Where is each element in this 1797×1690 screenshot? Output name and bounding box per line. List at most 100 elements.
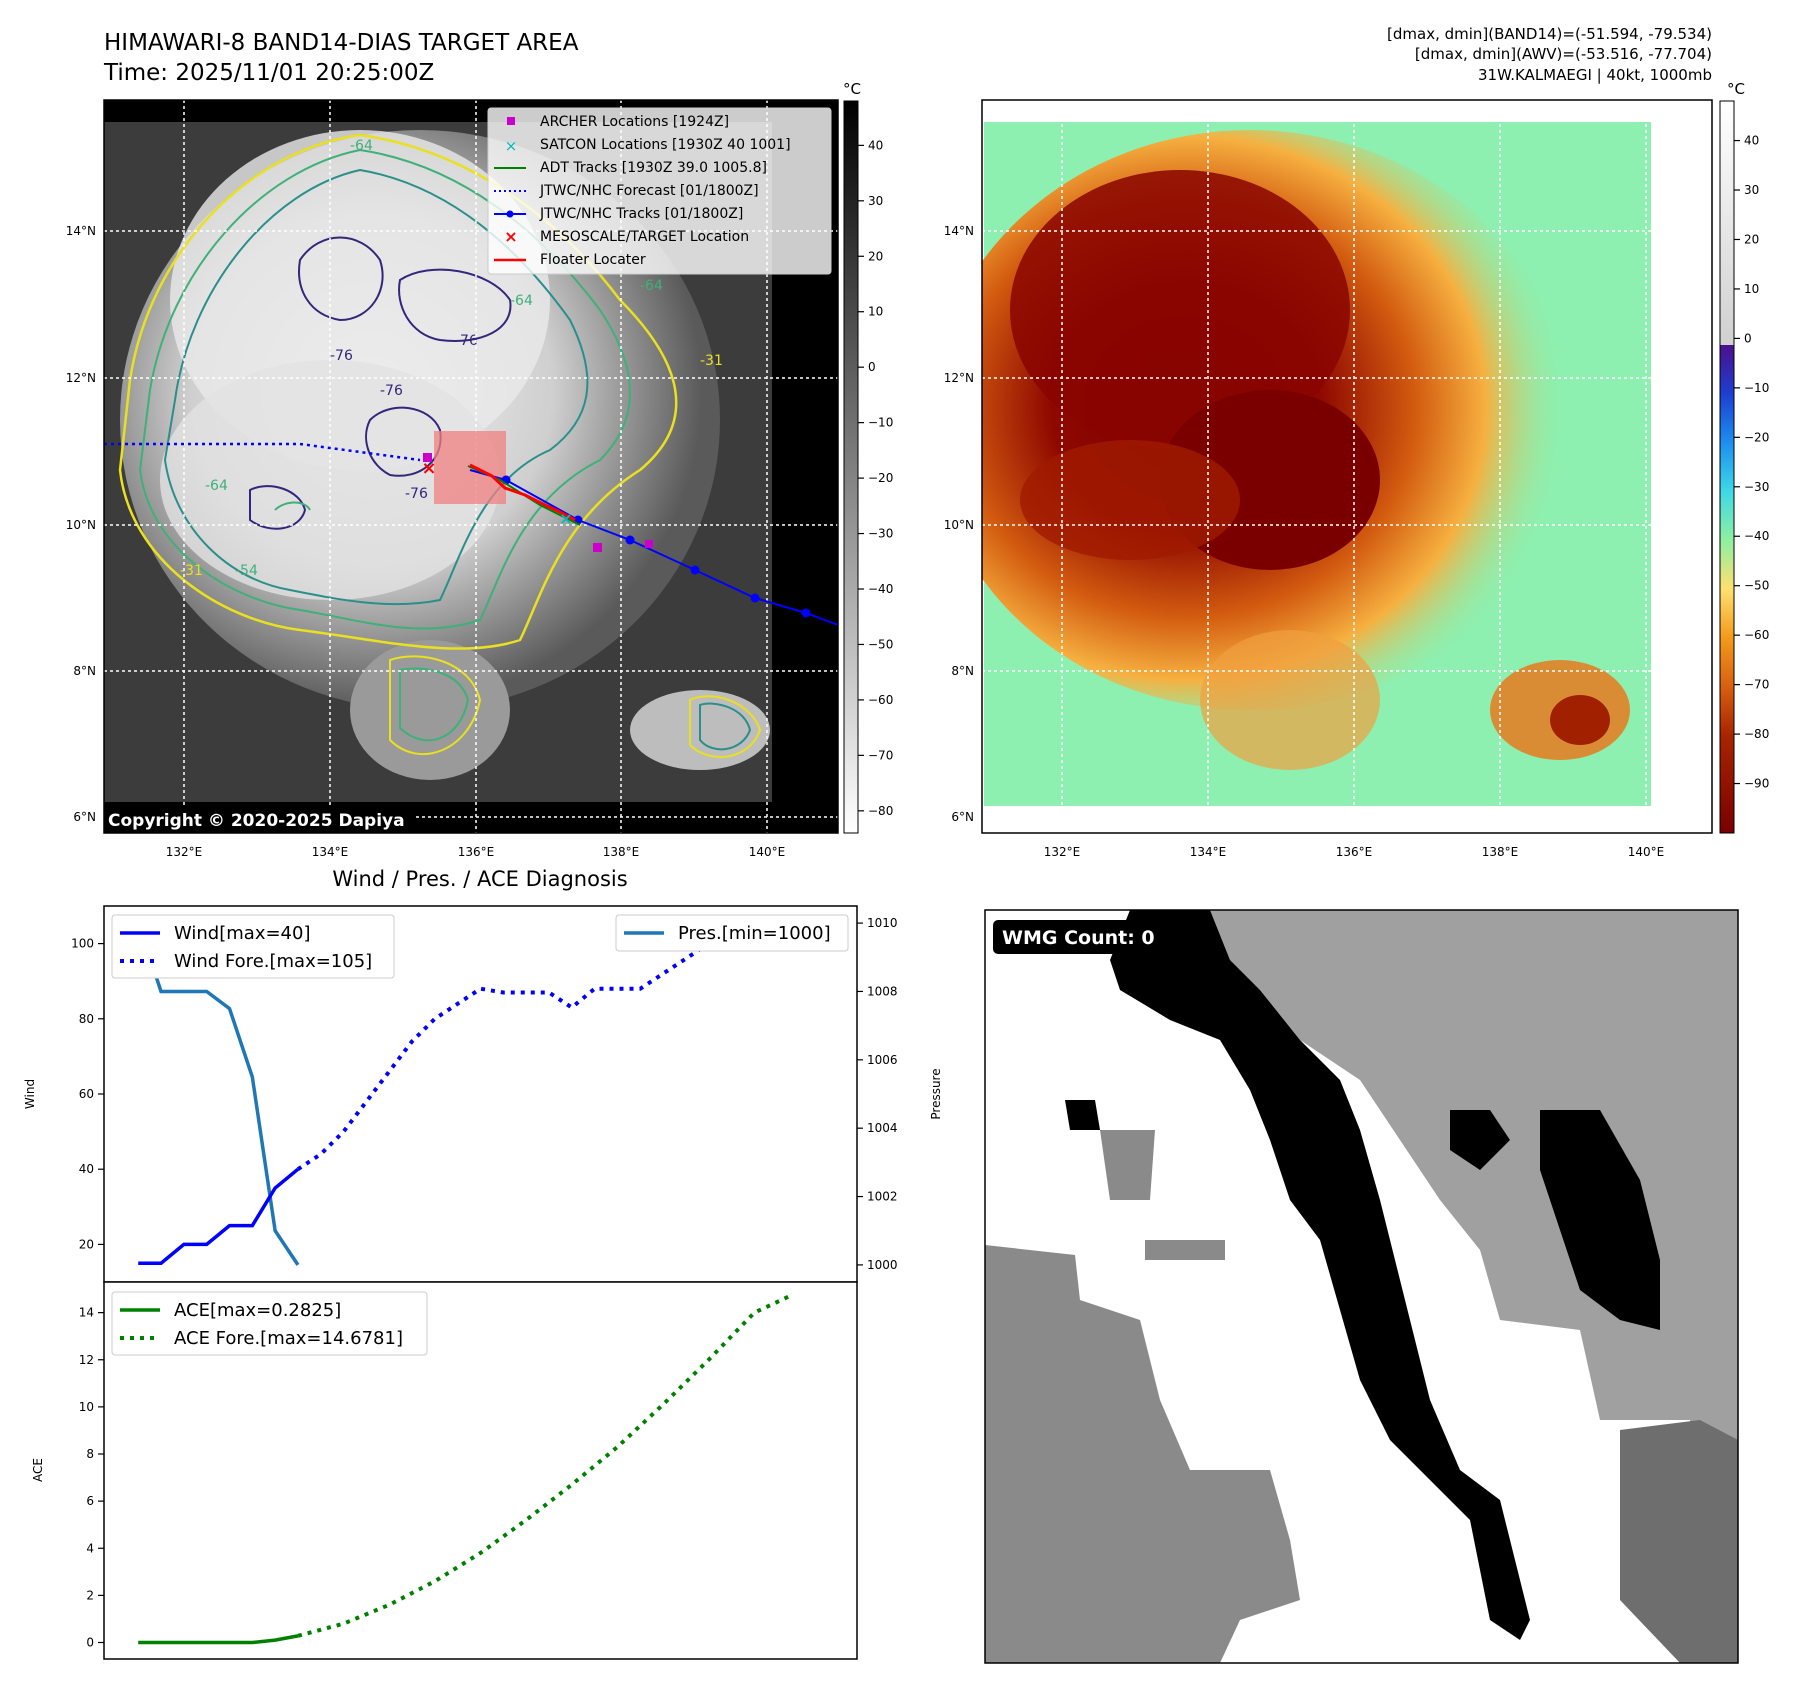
gray-colorbar-tick-label: 20 [868, 249, 883, 263]
lon-label: 134°E [312, 845, 349, 859]
lat-label: 6°N [73, 810, 96, 824]
lat-label: 14°N [66, 224, 96, 238]
ir-map-panel: -76 -64 -76 -31 -76 -64 -64 -31 -54 -64 … [66, 80, 894, 859]
ace-tick-label: 8 [86, 1447, 94, 1461]
legend-ace-fore-label: ACE Fore.[max=14.6781] [174, 1328, 403, 1349]
pressure-legend-box [615, 914, 849, 952]
legend-wind-label: Wind[max=40] [174, 923, 311, 944]
contour-label: -64 [350, 138, 373, 154]
pressure-y-ticks: 1010 1008 1006 1004 1002 1000 [857, 916, 898, 1272]
contour-label: -76 [380, 383, 403, 399]
contour-label: -76 [455, 333, 478, 349]
gray-colorbar-tick-label: 40 [868, 138, 883, 152]
ace-tick-label: 6 [86, 1494, 94, 1508]
wmg-region-dark [1100, 1130, 1155, 1200]
wmg-frame [984, 909, 1739, 1664]
lon-label: 140°E [749, 845, 786, 859]
legend-archer-label: ARCHER Locations [1924Z] [540, 114, 729, 130]
figure-time: Time: 2025/11/01 20:25:00Z [103, 60, 434, 86]
color-colorbar-tick-label: 20 [1744, 232, 1759, 246]
lat-label: 10°N [944, 518, 974, 532]
awv-map-panel: 132°E 134°E 136°E 138°E 140°E 14°N 12°N … [944, 80, 1770, 859]
jtwc-track-points [501, 475, 811, 618]
lat-label: 12°N [66, 371, 96, 385]
legend-adt-label: ADT Tracks [1930Z 39.0 1005.8] [540, 160, 767, 176]
awv-map-gridlines [982, 100, 1712, 833]
color-colorbar-tick-label: −70 [1744, 678, 1769, 692]
color-colorbar-tick-label: −10 [1744, 381, 1769, 395]
color-colorbar-bottom [1720, 345, 1734, 833]
contour-label: -31 [180, 563, 203, 579]
gray-colorbar-tick-label: −60 [868, 693, 893, 707]
awv-map-imagery [982, 100, 1712, 833]
wmg-region-black [1065, 1100, 1100, 1130]
gray-colorbar-tick-label: −50 [868, 637, 893, 651]
wind-series-line [138, 1167, 300, 1265]
pressure-tick-label: 1004 [867, 1121, 898, 1135]
pressure-tick-label: 1000 [867, 1258, 898, 1272]
lon-label: 138°E [603, 845, 640, 859]
color-colorbar-tick-label: −30 [1744, 480, 1769, 494]
lon-label: 140°E [1628, 845, 1665, 859]
color-colorbar-ticks: 40 30 20 10 0 −10 −20 −30 −40 −50 −60 −70 −80 −90 [1734, 134, 1769, 791]
gray-colorbar-tick-label: 30 [868, 194, 883, 208]
contour-label: -76 [330, 348, 353, 364]
copyright-box [104, 805, 414, 833]
wind-tick-label: 40 [79, 1162, 94, 1176]
ace-tick-label: 4 [86, 1541, 94, 1555]
gray-colorbar-tick-label: −10 [868, 416, 893, 430]
gray-colorbar-tick-label: 10 [868, 305, 883, 319]
jtwc-forecast-track [104, 442, 421, 462]
contour-label: -64 [640, 278, 663, 294]
ace-tick-label: 14 [79, 1306, 94, 1320]
info-storm: 31W.KALMAEGI | 40kt, 1000mb [1478, 66, 1712, 84]
gray-colorbar-ticks: 40 30 20 10 0 −10 −20 −30 −40 −50 −60 −70 −80 [858, 138, 893, 818]
gray-colorbar [843, 100, 859, 834]
legend-ace-label: ACE[max=0.2825] [174, 1300, 341, 1321]
ace-panel: ACE 14 12 10 8 6 4 2 0 ACE[max=0.2825] ACE Fore… [31, 1281, 858, 1660]
lat-label: 8°N [73, 664, 96, 678]
contour-label: -76 [405, 486, 428, 502]
pressure-tick-label: 1002 [867, 1190, 898, 1204]
pressure-tick-label: 1008 [867, 984, 898, 998]
color-colorbar-unit: °C [1727, 80, 1745, 98]
wmg-region-black [1540, 1110, 1660, 1330]
legend-archer-swatch [507, 117, 515, 125]
lat-label: 8°N [951, 664, 974, 678]
ace-tick-label: 0 [86, 1636, 94, 1650]
wmg-region-darker [1620, 1420, 1738, 1663]
copyright-text: Copyright © 2020-2025 Dapiya [108, 811, 405, 831]
ace-series-line [138, 1634, 299, 1645]
legend-target-label: MESOSCALE/TARGET Location [540, 229, 749, 245]
info-awv: [dmax, dmin](AWV)=(-53.516, -77.704) [1415, 45, 1712, 63]
wmg-count-label: WMG Count: 0 [1002, 927, 1155, 949]
lon-label: 132°E [1044, 845, 1081, 859]
wmg-count-box [993, 920, 1175, 954]
wmg-panel: WMG Count: 0 [984, 909, 1739, 1664]
lon-label: 136°E [458, 845, 495, 859]
color-colorbar-tick-label: 10 [1744, 282, 1759, 296]
color-colorbar-tick-label: 40 [1744, 134, 1759, 148]
ace-forecast-series-line [297, 1294, 790, 1638]
contour-label: -64 [205, 478, 228, 494]
wind-legend-box [111, 914, 395, 979]
awv-map-frame [981, 99, 1713, 834]
wind-ylabel: Wind [23, 1079, 37, 1109]
color-colorbar-tick-label: −80 [1744, 727, 1769, 741]
awv-map-lat-labels: 14°N 12°N 10°N 8°N 6°N [944, 224, 974, 824]
gray-colorbar-tick-label: −20 [868, 471, 893, 485]
wind-y-ticks: 100 80 60 40 20 [71, 937, 104, 1251]
color-colorbar-tick-label: 0 [1744, 331, 1752, 345]
ace-ylabel: ACE [31, 1458, 45, 1482]
gray-colorbar-unit: °C [843, 80, 861, 98]
target-marker: × [421, 458, 436, 479]
legend-satcon-label: SATCON Locations [1930Z 40 1001] [540, 137, 791, 153]
pressure-ylabel: Pressure [929, 1068, 943, 1119]
color-colorbar-tick-label: −60 [1744, 628, 1769, 642]
color-colorbar-tick-label: −50 [1744, 579, 1769, 593]
gray-colorbar-tick-label: −40 [868, 582, 893, 596]
lat-label: 14°N [944, 224, 974, 238]
lon-label: 134°E [1190, 845, 1227, 859]
